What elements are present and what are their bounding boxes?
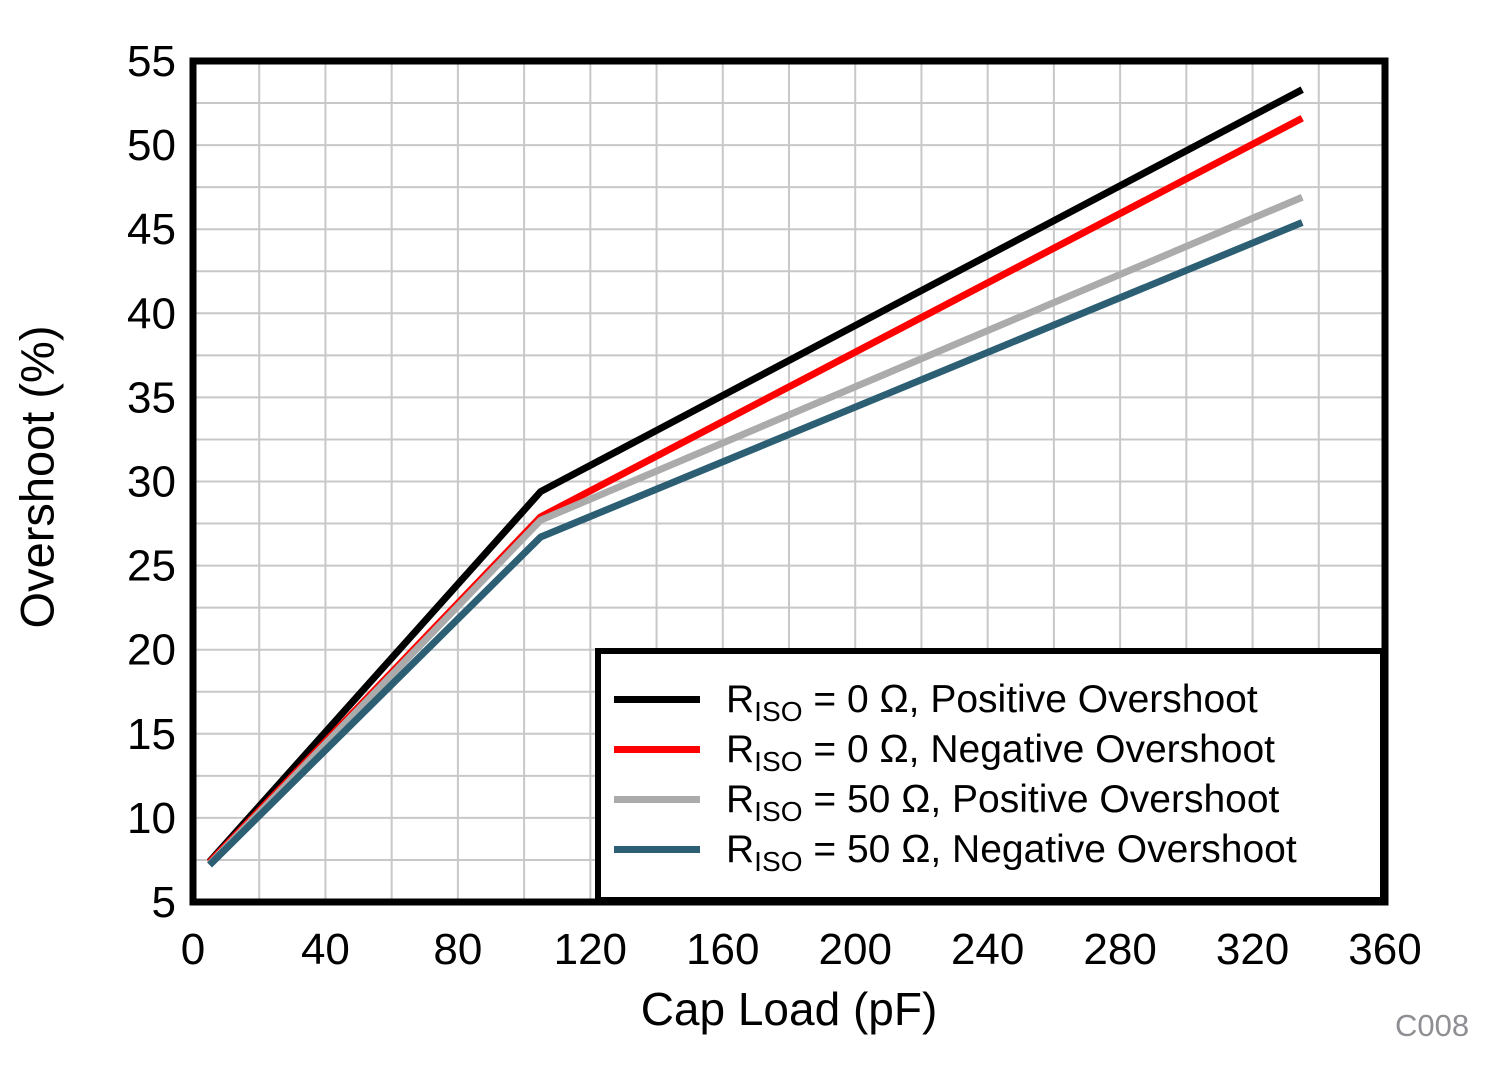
x-tick-label: 160 <box>686 925 759 974</box>
y-tick-label: 35 <box>127 373 176 422</box>
y-tick-label: 40 <box>127 289 176 338</box>
x-tick-label: 120 <box>554 925 627 974</box>
y-tick-label: 15 <box>127 710 176 759</box>
y-tick-label: 50 <box>127 121 176 170</box>
series-line-riso-50-positive <box>207 194 1304 867</box>
x-tick-label: 280 <box>1083 925 1156 974</box>
series-line-riso-0-positive <box>206 86 1304 864</box>
legend-item-riso-0-negative: RISO = 0 Ω, Negative Overshoot <box>601 724 1380 777</box>
y-axis-title: Overshoot (%) <box>10 325 64 629</box>
y-tick-label: 25 <box>127 542 176 591</box>
legend-swatch <box>614 795 700 803</box>
x-tick-label: 40 <box>301 925 350 974</box>
legend-label: RISO = 0 Ω, Positive Overshoot <box>726 677 1258 727</box>
x-tick-label: 80 <box>433 925 482 974</box>
x-tick-label: 320 <box>1216 925 1289 974</box>
y-tick-label: 45 <box>127 205 176 254</box>
legend-item-riso-50-positive: RISO = 50 Ω, Positive Overshoot <box>601 774 1380 827</box>
legend: RISO = 0 Ω, Positive Overshoot RISO = 0 Ω… <box>595 648 1386 903</box>
y-tick-label: 10 <box>127 794 176 843</box>
x-tick-label: 200 <box>819 925 892 974</box>
legend-label: RISO = 0 Ω, Negative Overshoot <box>726 727 1276 777</box>
y-tick-label: 30 <box>127 458 176 507</box>
legend-item-riso-0-positive: RISO = 0 Ω, Positive Overshoot <box>601 674 1380 727</box>
legend-swatch <box>614 695 700 703</box>
figure-code: C008 <box>1395 1008 1470 1043</box>
y-tick-label: 55 <box>127 37 176 86</box>
x-tick-label: 240 <box>951 925 1024 974</box>
x-axis-title: Cap Load (pF) <box>640 983 938 1035</box>
x-tick-label: 360 <box>1348 925 1421 974</box>
y-tick-label: 5 <box>152 878 176 927</box>
legend-label: RISO = 50 Ω, Positive Overshoot <box>726 777 1280 827</box>
legend-swatch <box>614 845 700 853</box>
legend-label: RISO = 50 Ω, Negative Overshoot <box>726 827 1297 877</box>
series-line-riso-50-negative <box>207 219 1304 868</box>
y-tick-label: 20 <box>127 626 176 675</box>
legend-item-riso-50-negative: RISO = 50 Ω, Negative Overshoot <box>601 824 1380 877</box>
legend-swatch <box>614 745 700 753</box>
x-tick-label: 0 <box>181 925 205 974</box>
